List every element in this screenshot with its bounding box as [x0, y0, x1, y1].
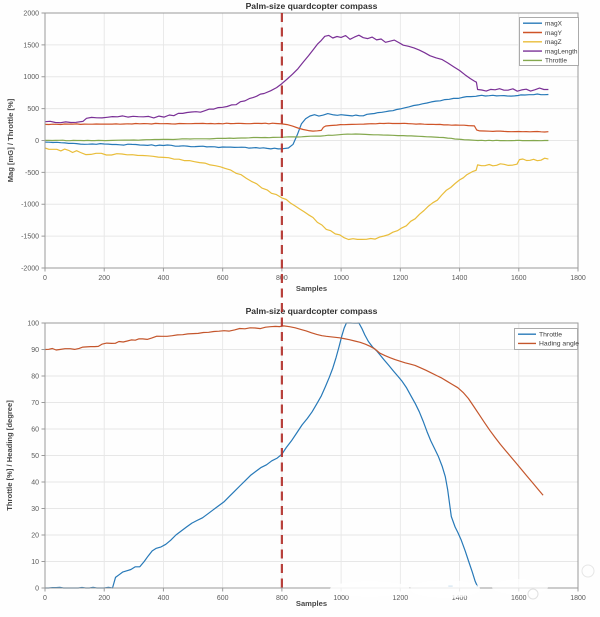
- x-tick-label: 1200: [393, 275, 409, 282]
- y-tick-label: 500: [27, 106, 39, 113]
- y-tick-label: -1000: [21, 202, 39, 209]
- y-tick-label: 80: [31, 373, 39, 380]
- x-tick-label: 1400: [452, 595, 468, 602]
- x-tick-label: 0: [43, 275, 47, 282]
- x-tick-label: 1600: [511, 275, 527, 282]
- watermark-circle: [527, 588, 539, 600]
- watermark-smudge: [330, 581, 410, 597]
- y-tick-label: 30: [31, 506, 39, 513]
- y-tick-label: 0: [35, 585, 39, 592]
- watermark-smudge: [410, 580, 480, 598]
- chart-title: Palm-size quardcopter compass: [246, 1, 378, 11]
- legend-label: magLength: [545, 48, 578, 55]
- series-maglength: [44, 34, 549, 124]
- x-tick-label: 1800: [570, 275, 586, 282]
- legend-label: magZ: [545, 39, 562, 46]
- y-tick-label: 0: [35, 138, 39, 145]
- series-magz: [44, 147, 549, 241]
- x-tick-label: 1800: [570, 595, 586, 602]
- legend-label: Hading angle: [539, 341, 579, 348]
- x-tick-label: 400: [158, 595, 170, 602]
- y-tick-label: 70: [31, 400, 39, 407]
- y-axis-label: Mag [mG] / Throttle [%]: [6, 98, 15, 182]
- x-tick-label: 400: [158, 275, 170, 282]
- y-tick-label: 1000: [23, 74, 39, 81]
- x-tick-label: 200: [98, 275, 110, 282]
- x-axis-label: Samples: [296, 284, 327, 293]
- legend-label: Throttle: [539, 332, 562, 339]
- y-tick-label: -500: [25, 170, 39, 177]
- x-tick-label: 1400: [452, 275, 468, 282]
- y-tick-label: 40: [31, 479, 39, 486]
- x-tick-label: 1600: [511, 595, 527, 602]
- series-throttle: [44, 133, 549, 142]
- y-tick-label: 90: [31, 347, 39, 354]
- series-magy: [44, 122, 549, 133]
- x-axis-label: Samples: [296, 599, 327, 608]
- x-tick-label: 1000: [333, 275, 349, 282]
- x-tick-label: 600: [217, 595, 229, 602]
- legend-label: magX: [545, 21, 563, 28]
- x-tick-label: 0: [43, 595, 47, 602]
- series-hading-angle: [44, 325, 544, 496]
- x-tick-label: 1200: [393, 595, 409, 602]
- x-tick-label: 600: [217, 275, 229, 282]
- y-tick-label: 10: [31, 559, 39, 566]
- y-tick-label: -1500: [21, 234, 39, 241]
- legend-label: Throttle: [545, 58, 567, 65]
- x-tick-label: 1000: [333, 595, 349, 602]
- y-tick-label: 1500: [23, 42, 39, 49]
- chart-1: 0 200 400 600 800 1000 1200 1400 1600 1800 0 10 20 30…: [5, 306, 586, 608]
- y-tick-label: -2000: [21, 265, 39, 272]
- legend-label: magY: [545, 30, 563, 37]
- y-tick-label: 20: [31, 532, 39, 539]
- y-tick-label: 60: [31, 426, 39, 433]
- legend: Throttle Hading angle: [514, 328, 579, 350]
- watermark-smudge: [492, 579, 548, 595]
- y-tick-label: 50: [31, 453, 39, 460]
- x-tick-label: 200: [98, 595, 110, 602]
- chart-0: 020040060080010001200140016001800-2000-1…: [6, 1, 586, 293]
- y-tick-label: 100: [27, 320, 39, 327]
- y-tick-label: 2000: [23, 10, 39, 17]
- chart-title: Palm-size quardcopter compass: [246, 306, 378, 316]
- watermark-circle: [581, 564, 595, 578]
- series-magx: [44, 93, 549, 150]
- y-axis-label: Throttle [%] / Heading [degree]: [5, 400, 14, 511]
- legend: magX magY magZ magLength Throttle: [519, 17, 579, 66]
- watermark-smudges: [330, 564, 595, 600]
- x-tick-label: 800: [276, 595, 288, 602]
